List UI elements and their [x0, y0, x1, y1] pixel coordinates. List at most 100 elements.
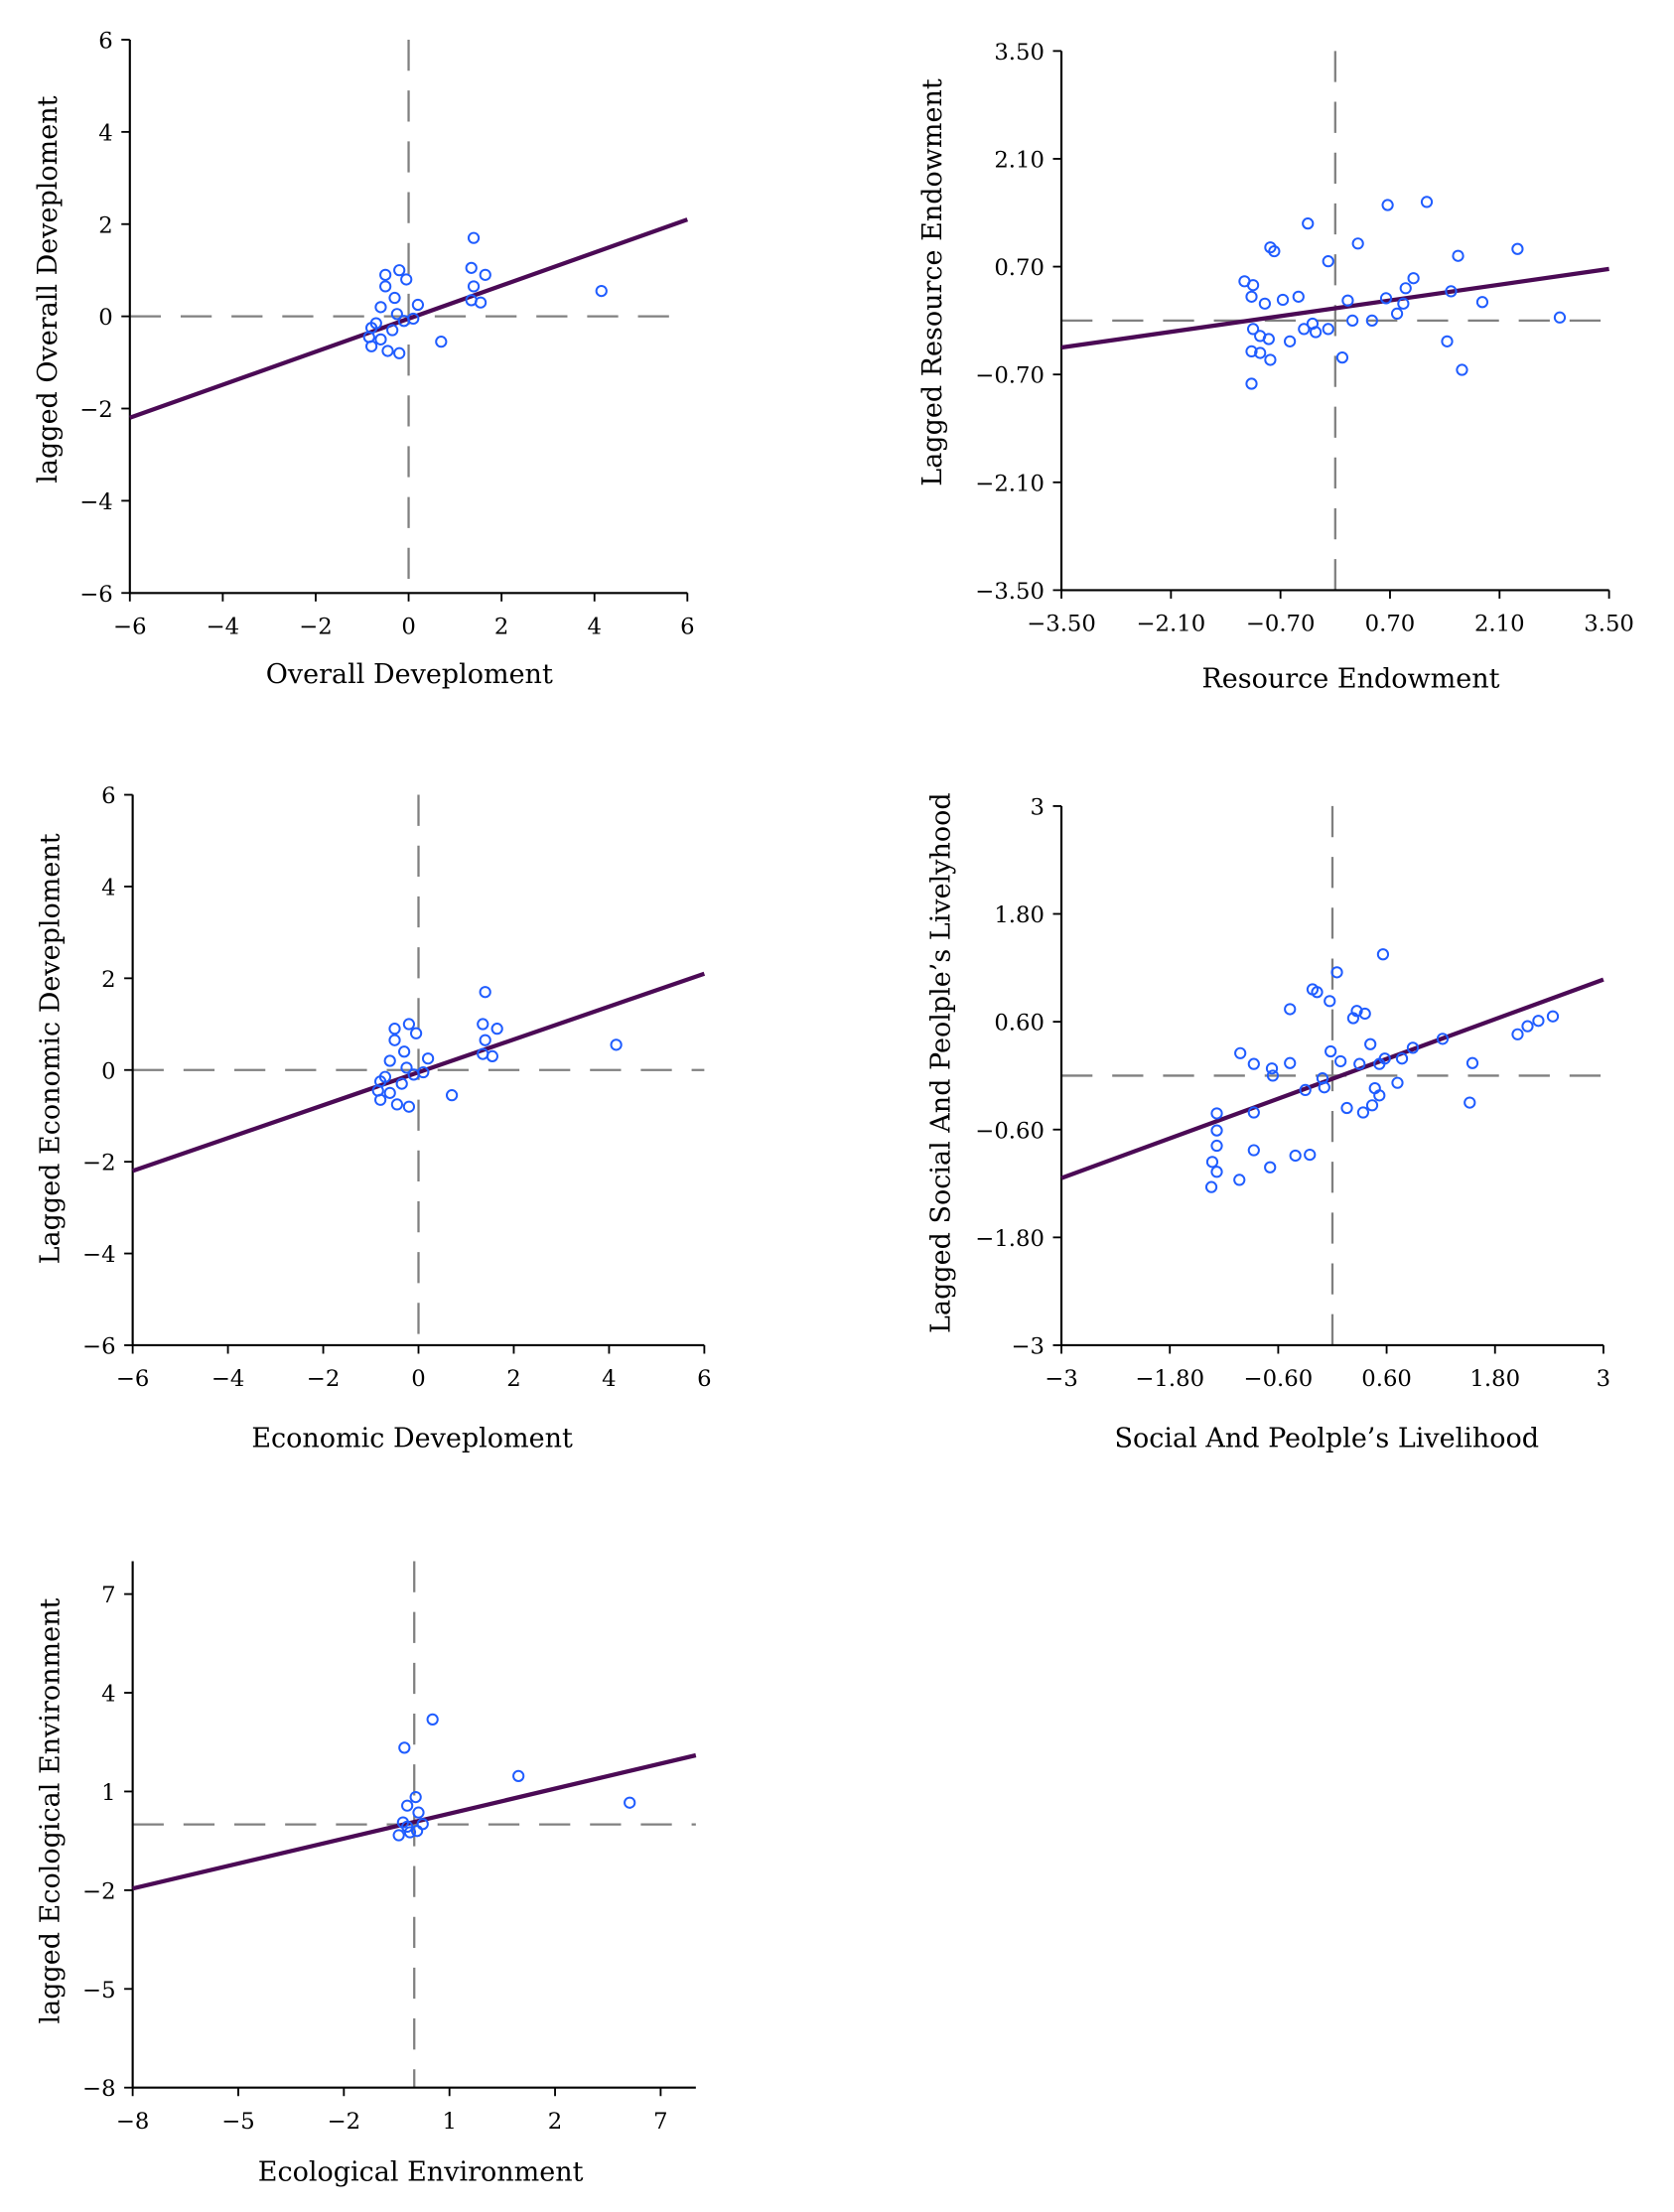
- y-tick-label: −8: [82, 2076, 116, 2102]
- data-point: [426, 1713, 439, 1726]
- data-point: [1346, 314, 1359, 328]
- y-tick-label: −0.60: [975, 1118, 1045, 1144]
- data-point: [390, 1098, 404, 1111]
- x-tick-label: −8: [116, 2109, 150, 2135]
- data-point: [401, 1799, 414, 1812]
- data-point: [1247, 1106, 1260, 1119]
- data-point: [1276, 293, 1290, 307]
- y-tick-label: 4: [98, 120, 112, 146]
- data-point: [1258, 297, 1272, 310]
- x-tick-label: −0.70: [1246, 612, 1316, 637]
- x-tick-label: 4: [602, 1366, 616, 1392]
- data-point: [479, 268, 491, 281]
- data-point: [1306, 317, 1320, 331]
- data-point: [1365, 1099, 1379, 1112]
- data-point: [395, 1077, 408, 1090]
- y-tick-label: −5: [82, 1978, 116, 2004]
- x-tick-label: −2.10: [1137, 612, 1206, 637]
- data-point: [610, 1038, 623, 1051]
- data-point: [393, 264, 406, 277]
- data-point: [1465, 1056, 1479, 1069]
- y-tick-label: 0.60: [994, 1011, 1045, 1037]
- data-point: [479, 1034, 491, 1046]
- data-point: [409, 1027, 423, 1039]
- data-point: [1358, 1007, 1371, 1021]
- x-tick-label: 6: [697, 1366, 711, 1392]
- data-point: [378, 1070, 392, 1083]
- data-point: [1325, 1044, 1337, 1058]
- data-point: [397, 1045, 411, 1058]
- x-tick-label: −0.60: [1244, 1366, 1314, 1392]
- data-point: [479, 986, 491, 999]
- y-tick-label: 7: [101, 1583, 115, 1608]
- y-tick-label: 3.50: [994, 40, 1045, 66]
- data-point: [1210, 1166, 1223, 1178]
- data-point: [381, 345, 394, 357]
- data-point: [398, 1741, 411, 1754]
- data-point: [467, 231, 481, 244]
- x-axis-label: Social And Peolple’s Livelihood: [1115, 1423, 1540, 1453]
- data-point: [1245, 290, 1258, 303]
- data-point: [1246, 323, 1260, 336]
- scatter-panel-1: −6 −4 −2 0 2 4 6 −6 −4 −2 0 2 4 6 Overall Deveploment l…: [33, 29, 695, 691]
- data-point: [402, 1100, 416, 1113]
- data-point: [1284, 1003, 1297, 1016]
- data-point: [388, 1023, 401, 1036]
- data-point: [1210, 1107, 1223, 1120]
- data-point: [1420, 196, 1434, 208]
- x-tick-label: 1.80: [1469, 1366, 1520, 1392]
- data-point: [388, 291, 401, 305]
- x-tick-label: −5: [221, 2109, 255, 2135]
- x-tick-label: −3.50: [1027, 612, 1096, 637]
- data-point: [1264, 241, 1277, 254]
- y-tick-label: −2.10: [975, 471, 1045, 496]
- data-point: [1324, 995, 1336, 1008]
- regression-line: [132, 1752, 697, 1891]
- data-point: [383, 1086, 396, 1099]
- y-tick-label: 0: [101, 1058, 115, 1084]
- data-point: [595, 284, 608, 298]
- x-tick-label: 2.10: [1474, 612, 1525, 637]
- x-tick-label: 0.70: [1365, 612, 1416, 637]
- data-point: [1399, 282, 1412, 295]
- data-point: [1245, 377, 1258, 390]
- data-point: [1268, 244, 1281, 258]
- x-tick-label: 0: [411, 1366, 425, 1392]
- data-point: [1511, 1028, 1524, 1040]
- data-point: [1210, 1124, 1223, 1137]
- x-tick-label: 2: [506, 1366, 520, 1392]
- data-point: [1205, 1156, 1219, 1169]
- data-point: [1247, 1144, 1260, 1157]
- data-point: [369, 317, 382, 330]
- x-axis-label: Economic Deveploment: [251, 1423, 573, 1453]
- scatter-panel-4: −3 −1.80 −0.60 0.60 1.80 3 −3 −1.80 −0.60 0.60 1.8…: [926, 792, 1610, 1453]
- data-point: [1340, 1101, 1353, 1115]
- data-point: [1302, 217, 1315, 230]
- data-point: [1284, 335, 1297, 347]
- data-point: [1322, 323, 1334, 336]
- data-point: [1381, 199, 1394, 211]
- y-tick-label: −2: [79, 397, 113, 423]
- x-tick-label: −2: [328, 2109, 361, 2135]
- y-tick-label: 3: [1031, 794, 1045, 820]
- data-point: [467, 280, 481, 293]
- x-axis-label: Resource Endowment: [1201, 664, 1499, 695]
- data-point: [1553, 311, 1567, 324]
- data-point: [1452, 249, 1465, 262]
- y-tick-label: −2: [82, 1151, 116, 1176]
- data-point: [1292, 290, 1305, 303]
- data-point: [1311, 986, 1324, 999]
- x-tick-label: −2: [299, 614, 333, 639]
- data-point: [1234, 1046, 1247, 1059]
- data-point: [1318, 1081, 1330, 1094]
- x-tick-label: 3.50: [1584, 612, 1634, 637]
- data-point: [421, 1052, 435, 1065]
- data-point: [1376, 948, 1390, 961]
- data-point: [512, 1769, 525, 1782]
- x-tick-label: −3: [1045, 1366, 1078, 1392]
- data-point: [392, 1829, 405, 1842]
- data-point: [1407, 272, 1420, 285]
- regression-line: [1060, 977, 1604, 1180]
- data-point: [1264, 1161, 1277, 1174]
